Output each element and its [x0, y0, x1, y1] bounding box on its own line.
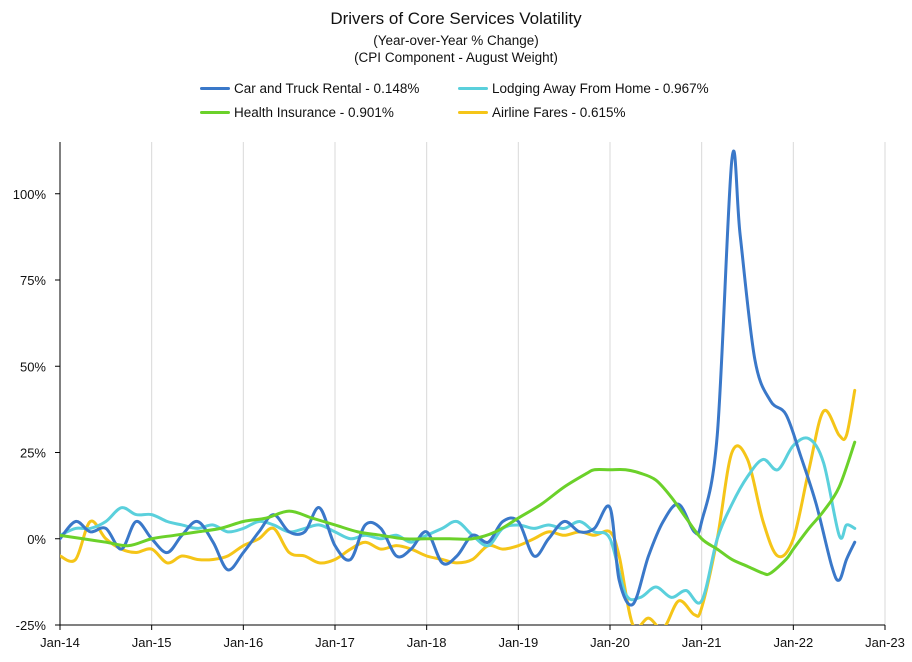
x-tick-label: Jan-20 — [590, 635, 630, 650]
x-tick-label: Jan-14 — [40, 635, 80, 650]
legend-label-car-truck-rental: Car and Truck Rental - 0.148% — [234, 81, 420, 96]
y-tick-label: 0% — [27, 532, 46, 547]
x-tick-label: Jan-15 — [132, 635, 172, 650]
legend-item-airline-fares[interactable]: Airline Fares - 0.615% — [458, 105, 626, 120]
legend-item-car-truck-rental[interactable]: Car and Truck Rental - 0.148% — [200, 81, 419, 96]
series-line-lodging-away-from-home — [60, 436, 857, 605]
series-line-car-and-truck-rental — [60, 149, 857, 607]
legend-label-lodging: Lodging Away From Home - 0.967% — [492, 81, 709, 96]
y-tick-label: 100% — [13, 187, 47, 202]
legend-label-health-insurance: Health Insurance - 0.901% — [234, 105, 394, 120]
x-tick-label: Jan-17 — [315, 635, 355, 650]
legend-item-health-insurance[interactable]: Health Insurance - 0.901% — [200, 105, 394, 120]
chart-subtitle-weight: (CPI Component - August Weight) — [354, 50, 558, 65]
x-tick-label: Jan-19 — [498, 635, 538, 650]
legend-swatch-airline-fares — [458, 111, 488, 114]
legend-item-lodging[interactable]: Lodging Away From Home - 0.967% — [458, 81, 709, 96]
chart-subtitle: (Year-over-Year % Change) — [373, 33, 539, 48]
x-tick-label: Jan-18 — [407, 635, 447, 650]
legend-label-airline-fares: Airline Fares - 0.615% — [492, 105, 626, 120]
legend-swatch-health-insurance — [200, 111, 230, 114]
legend-swatch-lodging — [458, 87, 488, 90]
chart-title: Drivers of Core Services Volatility — [330, 9, 582, 28]
x-tick-label: Jan-22 — [773, 635, 813, 650]
y-tick-label: 25% — [20, 446, 46, 461]
series-line-airline-fares — [60, 388, 857, 625]
series-line-health-insurance — [60, 440, 857, 577]
x-tick-label: Jan-21 — [682, 635, 722, 650]
y-tick-label: -25% — [16, 618, 47, 633]
y-tick-label: 75% — [20, 273, 46, 288]
x-tick-label: Jan-16 — [223, 635, 263, 650]
y-tick-label: 50% — [20, 359, 46, 374]
x-tick-label: Jan-23 — [865, 635, 905, 650]
legend-swatch-car-truck-rental — [200, 87, 230, 90]
